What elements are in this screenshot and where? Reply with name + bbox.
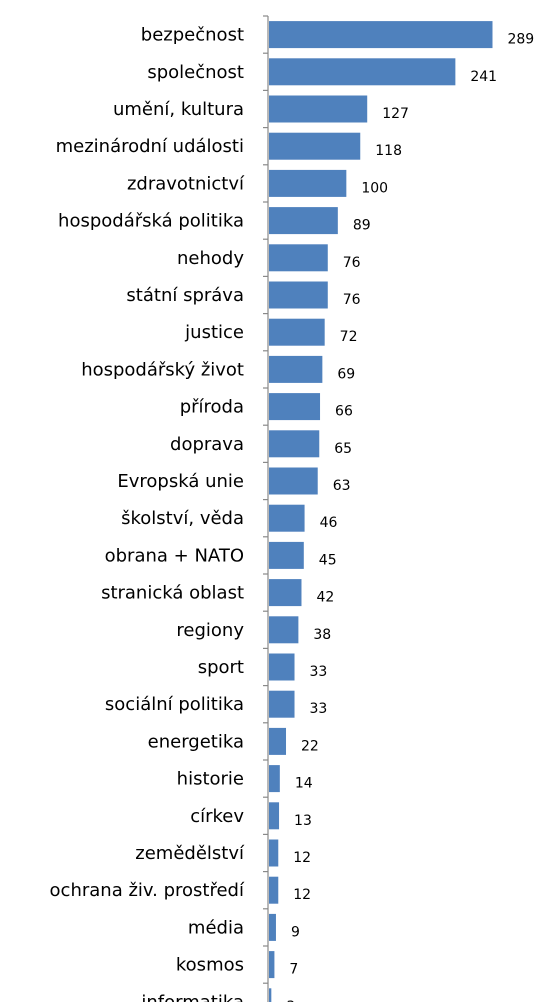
bar-9 [269,355,323,383]
bar-23 [269,876,279,904]
category-label: školství, věda [121,508,244,529]
bar-19 [269,727,287,755]
category-label: informatika [141,992,244,1002]
value-label: 69 [337,366,355,382]
bar-13 [269,504,305,532]
bar-7 [269,281,328,309]
bar-3 [269,132,361,160]
value-label: 100 [361,180,388,196]
category-label: státní správa [126,285,244,306]
category-label: církev [190,806,244,827]
value-label: 22 [301,738,319,754]
value-label: 3 [286,999,295,1002]
value-label: 12 [293,887,311,903]
value-label: 45 [319,552,337,568]
bar-8 [269,318,325,346]
bar-2 [269,95,368,123]
category-label: zdravotnictví [127,173,245,194]
value-label: 9 [291,924,300,940]
value-label: 289 [507,32,534,48]
category-label: stranická oblast [101,583,244,604]
value-label: 42 [316,590,334,606]
value-label: 46 [320,515,338,531]
bar-24 [269,913,276,941]
category-label: obrana + NATO [105,545,244,566]
bar-26 [269,988,272,1002]
value-label: 63 [333,478,351,494]
bar-17 [269,653,295,681]
bar-22 [269,839,279,867]
value-label: 241 [470,69,497,85]
bar-1 [269,58,456,86]
category-label: sociální politika [105,694,244,715]
value-label: 89 [353,218,371,234]
category-label: nehody [177,248,244,269]
category-label: hospodářská politika [58,211,244,232]
category-label: zemědělství [135,843,245,864]
bars-group [269,21,493,1002]
value-label: 38 [313,627,331,643]
value-label: 14 [295,776,313,792]
value-label: 7 [289,962,298,978]
value-label: 65 [334,441,352,457]
value-label: 76 [343,255,361,271]
category-label: společnost [147,62,244,83]
category-label: média [188,917,244,938]
category-label: energetika [148,731,244,752]
value-label: 33 [310,664,328,680]
bar-21 [269,802,280,830]
bar-20 [269,765,280,793]
value-label: 13 [294,813,312,829]
category-label: bezpečnost [141,25,244,46]
category-label: hospodářský život [81,359,244,380]
category-label: Evropská unie [117,471,244,492]
bar-0 [269,21,493,49]
value-label: 66 [335,404,353,420]
bar-6 [269,244,328,272]
category-label: mezinárodní události [56,136,244,157]
value-label: 72 [340,329,358,345]
category-label: umění, kultura [113,99,244,120]
bar-18 [269,690,295,718]
bar-4 [269,169,347,197]
bar-10 [269,393,321,421]
value-labels-group: 2892411271181008976767269666563464542383… [286,32,534,1002]
value-label: 76 [343,292,361,308]
category-label: regiony [176,620,244,641]
value-label: 127 [382,106,409,122]
category-label: příroda [180,397,244,418]
value-label: 12 [293,850,311,866]
category-label: kosmos [176,955,244,976]
category-labels-group: bezpečnost společnost umění, kultura meziná… [50,25,245,1002]
category-label: sport [198,657,244,678]
category-axis [263,15,269,1002]
bar-15 [269,579,302,607]
bar-25 [269,951,275,979]
bar-12 [269,467,318,495]
bar-5 [269,207,338,235]
value-label: 118 [375,143,402,159]
category-label: historie [177,769,244,790]
bar-14 [269,541,304,569]
bar-16 [269,616,299,644]
value-label: 33 [310,701,328,717]
bar-11 [269,430,320,458]
category-label: ochrana živ. prostředí [50,880,245,901]
category-label: doprava [170,434,244,455]
category-label: justice [184,322,244,343]
